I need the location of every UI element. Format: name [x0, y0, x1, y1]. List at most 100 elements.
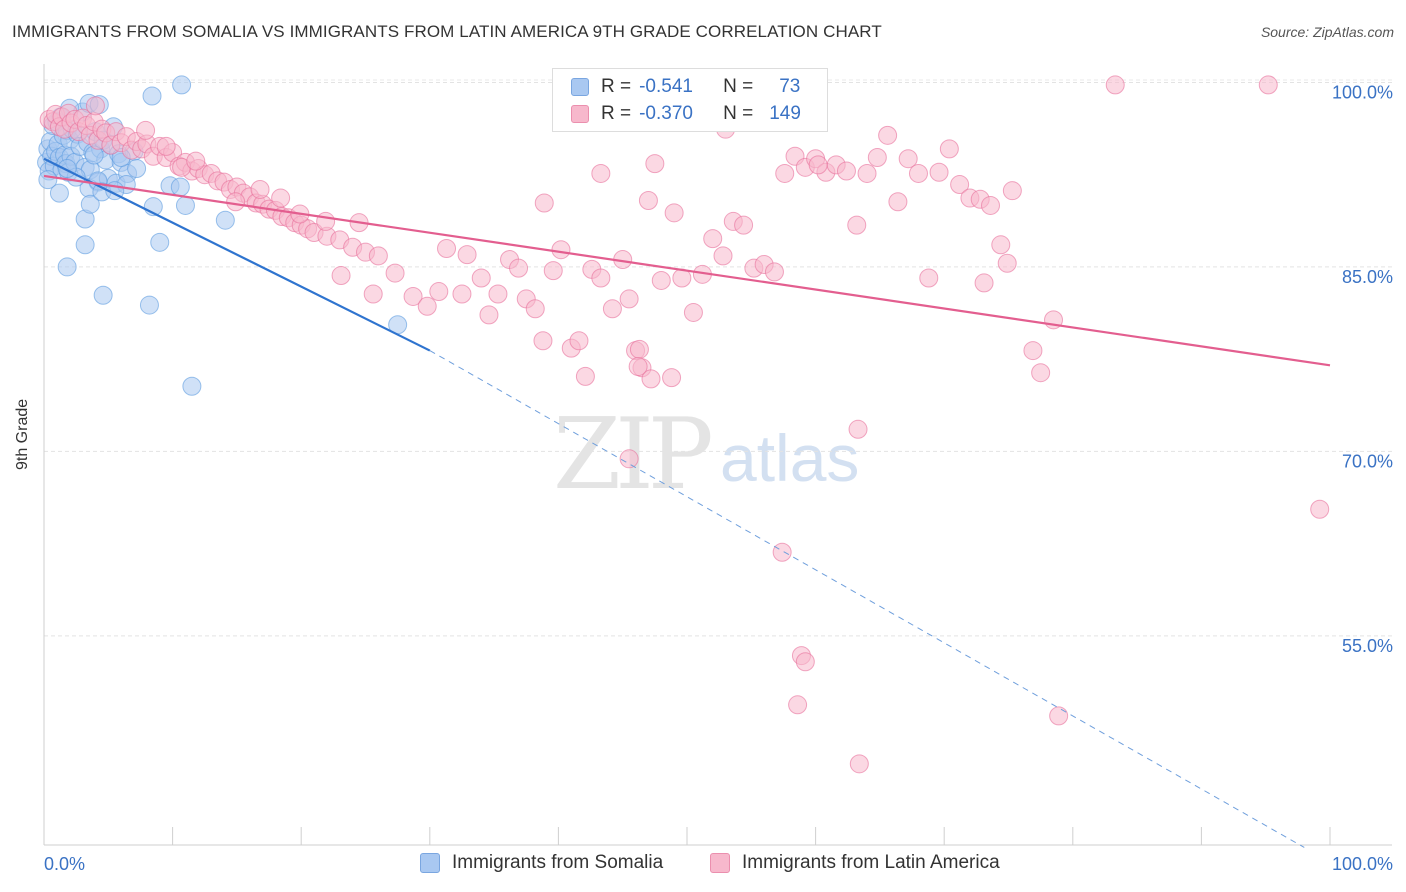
data-point — [1023, 341, 1043, 361]
data-point — [271, 188, 291, 208]
data-point — [488, 284, 508, 304]
data-point — [849, 754, 869, 774]
data-point — [908, 163, 928, 183]
data-point — [795, 652, 815, 672]
legend-swatch-latin-america — [710, 853, 730, 873]
tick-labels: 100.0% 85.0% 70.0% 55.0% 0.0% 100.0% — [44, 82, 1393, 874]
n-value: 149 — [769, 103, 801, 124]
grid-lines — [44, 79, 1392, 637]
trend-line-somalia-extension — [429, 350, 1305, 848]
r-value: -0.541 — [639, 76, 693, 97]
legend-label-somalia: Immigrants from Somalia — [452, 852, 664, 873]
data-point — [919, 268, 939, 288]
r-label: R = — [601, 76, 632, 97]
data-point — [898, 149, 918, 169]
data-point — [888, 192, 908, 212]
data-point — [991, 235, 1011, 255]
chart-legend: Immigrants from Somalia Immigrants from … — [0, 852, 1406, 878]
source-credit: Source: ZipAtlas.com — [1260, 24, 1394, 40]
stats-row-latin-america: R = -0.370 N = 149 — [571, 101, 801, 127]
data-point — [974, 273, 994, 293]
data-point — [457, 245, 477, 265]
data-point — [772, 542, 792, 562]
data-point — [250, 179, 270, 199]
trend-line-somalia — [43, 157, 431, 352]
data-point — [175, 195, 195, 215]
data-point — [619, 449, 639, 469]
y-axis-label: 9th Grade — [14, 398, 31, 470]
data-point — [857, 163, 877, 183]
data-point — [75, 235, 95, 255]
data-point — [316, 211, 336, 231]
data-point — [1031, 363, 1051, 383]
latin-america-swatch — [571, 105, 589, 123]
data-point — [847, 215, 867, 235]
data-point — [591, 268, 611, 288]
data-point — [363, 284, 383, 304]
data-point — [437, 238, 457, 258]
data-point — [997, 253, 1017, 273]
data-point — [136, 120, 156, 140]
data-point — [471, 268, 491, 288]
data-point — [385, 263, 405, 283]
data-point — [57, 159, 77, 179]
data-point — [182, 376, 202, 396]
correlation-stats-box: R = -0.541 N = 73 R = -0.370 N = 149 — [552, 68, 828, 132]
data-point — [619, 289, 639, 309]
y-tick-label: 85.0% — [1342, 267, 1393, 287]
data-point — [127, 159, 147, 179]
data-point — [662, 368, 682, 388]
data-point — [49, 183, 69, 203]
data-point — [226, 192, 246, 212]
data-point — [215, 210, 235, 230]
n-label: N = — [723, 76, 754, 97]
data-point — [641, 369, 661, 389]
data-point — [629, 339, 649, 359]
data-point — [57, 257, 77, 277]
r-label: R = — [601, 103, 632, 124]
watermark-atlas: atlas — [720, 421, 860, 495]
data-point — [331, 266, 351, 286]
data-series — [37, 75, 1330, 774]
data-point — [525, 299, 545, 319]
data-point — [1258, 75, 1278, 95]
data-point — [775, 163, 795, 183]
data-point — [980, 195, 1000, 215]
data-point — [848, 419, 868, 439]
data-point — [950, 175, 970, 195]
data-point — [939, 139, 959, 159]
data-point — [645, 154, 665, 174]
data-point — [929, 162, 949, 182]
data-point — [836, 161, 856, 181]
data-point — [788, 695, 808, 715]
data-point — [808, 155, 828, 175]
data-point — [664, 203, 684, 223]
data-point — [509, 258, 529, 278]
series-latin-america — [39, 75, 1330, 774]
legend-swatch-somalia — [420, 853, 440, 873]
data-point — [551, 240, 571, 260]
data-point — [172, 75, 192, 95]
data-point — [156, 136, 176, 156]
data-point — [575, 366, 595, 386]
data-point — [1310, 499, 1330, 519]
legend-item-latin-america[interactable]: Immigrants from Latin America — [710, 852, 1000, 874]
x-tick-label: 0.0% — [44, 854, 85, 874]
data-point — [628, 357, 648, 377]
data-point — [638, 191, 658, 211]
data-point — [139, 295, 159, 315]
data-point — [569, 331, 589, 351]
data-point — [543, 261, 563, 281]
data-point — [591, 163, 611, 183]
r-value: -0.370 — [639, 103, 693, 124]
trend-lines — [43, 157, 1331, 848]
data-point — [683, 302, 703, 322]
data-point — [150, 232, 170, 252]
data-point — [368, 246, 388, 266]
data-point — [867, 147, 887, 167]
legend-item-somalia[interactable]: Immigrants from Somalia — [420, 852, 663, 874]
somalia-swatch — [571, 78, 589, 96]
data-point — [1105, 75, 1125, 95]
data-point — [703, 229, 723, 249]
